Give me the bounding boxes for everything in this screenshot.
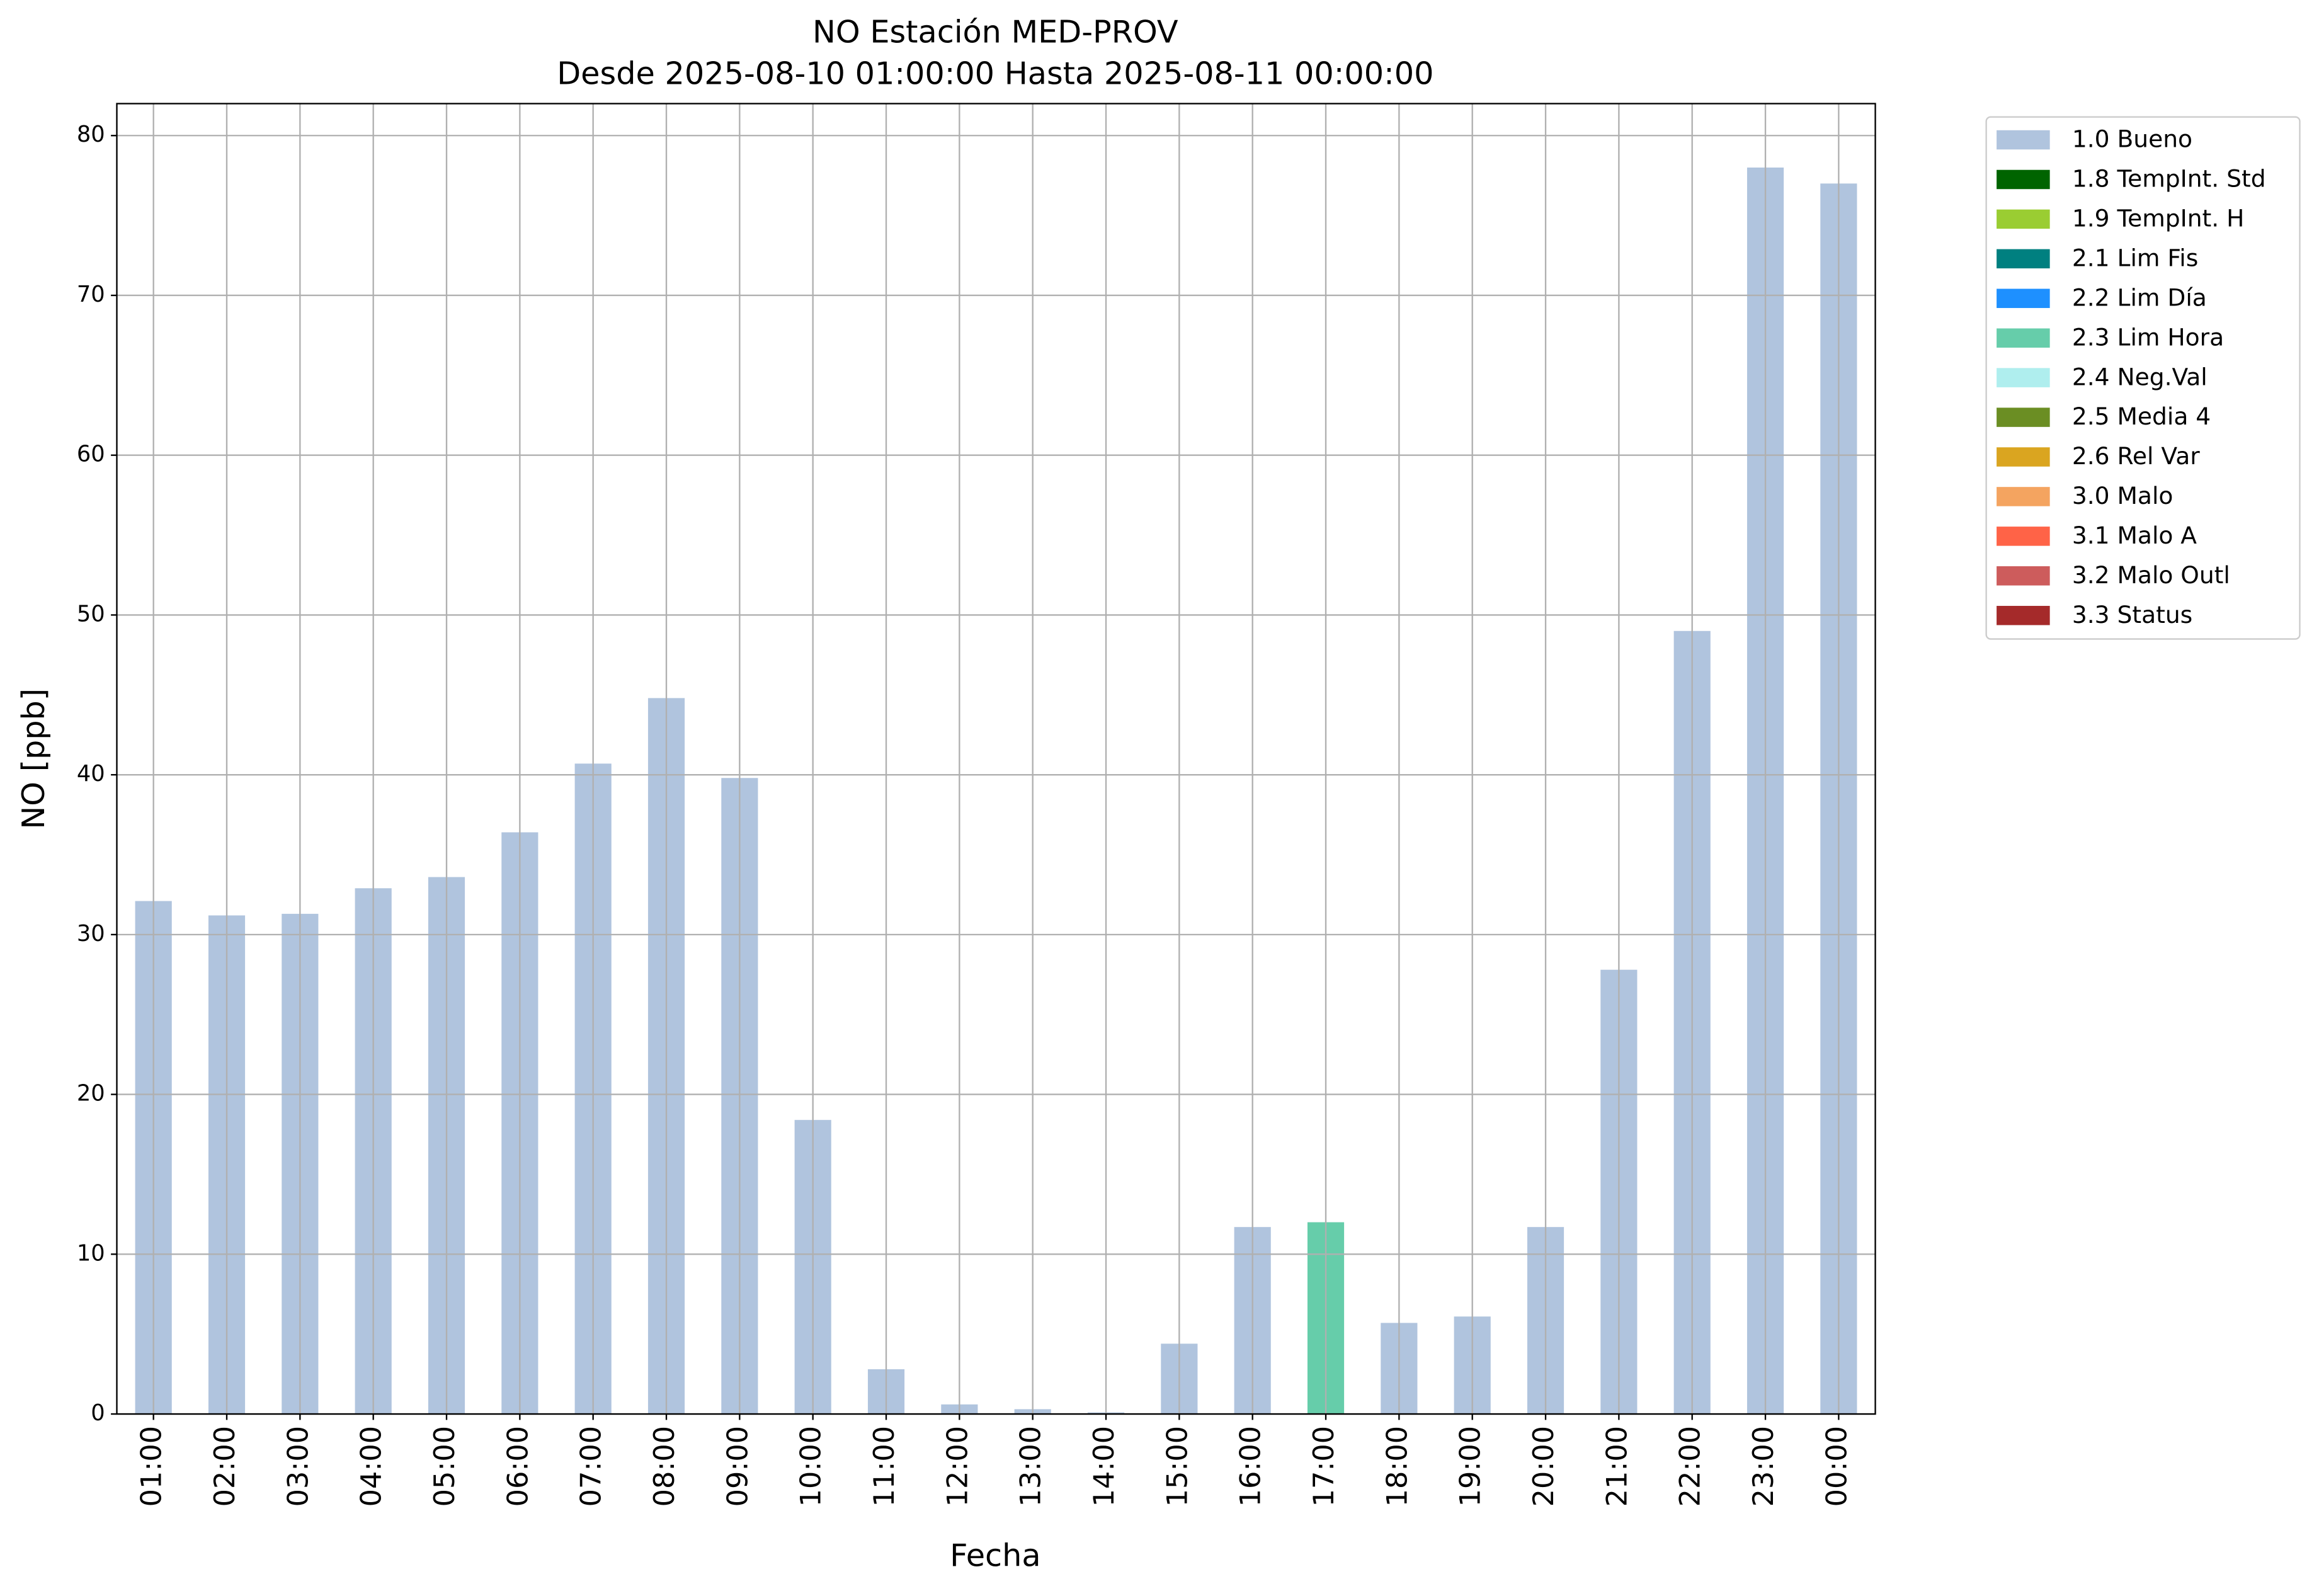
legend-label: 1.8 TempInt. Std (2072, 165, 2266, 193)
legend-swatch (1997, 130, 2050, 150)
chart-subtitle: Desde 2025-08-10 01:00:00 Hasta 2025-08-… (557, 55, 1433, 91)
legend-label: 2.6 Rel Var (2072, 442, 2200, 470)
x-tick-label: 00:00 (1820, 1426, 1853, 1507)
x-tick-label: 03:00 (282, 1426, 314, 1507)
legend-label: 3.0 Malo (2072, 482, 2174, 510)
legend-swatch (1997, 527, 2050, 546)
legend-swatch (1997, 328, 2050, 348)
x-tick-label: 15:00 (1161, 1426, 1194, 1507)
x-tick-label: 20:00 (1527, 1426, 1560, 1507)
legend-swatch (1997, 447, 2050, 467)
legend-label: 3.3 Status (2072, 601, 2192, 629)
x-tick-label: 01:00 (135, 1426, 168, 1507)
legend-label: 2.3 Lim Hora (2072, 323, 2224, 351)
x-tick-label: 02:00 (208, 1426, 241, 1507)
x-tick-label: 06:00 (501, 1426, 534, 1507)
legend-label: 3.2 Malo Outl (2072, 561, 2230, 589)
x-tick-label: 05:00 (428, 1426, 461, 1507)
legend-swatch (1997, 249, 2050, 269)
legend-swatch (1997, 209, 2050, 229)
x-tick-label: 23:00 (1747, 1426, 1780, 1507)
legend-swatch (1997, 169, 2050, 190)
y-tick-label: 40 (77, 761, 105, 787)
x-tick-label: 18:00 (1381, 1426, 1413, 1507)
y-tick-label: 0 (91, 1400, 105, 1426)
y-tick-label: 30 (77, 921, 105, 947)
x-tick-label: 12:00 (941, 1426, 974, 1507)
x-tick-label: 16:00 (1234, 1426, 1267, 1507)
legend-swatch (1997, 566, 2050, 586)
x-axis-label: Fecha (950, 1537, 1041, 1573)
legend-label: 1.9 TempInt. H (2072, 205, 2245, 232)
x-tick-label: 13:00 (1015, 1426, 1047, 1507)
legend-label: 2.4 Neg.Val (2072, 363, 2208, 390)
y-tick-label: 60 (77, 442, 105, 467)
legend-swatch (1997, 487, 2050, 506)
legend-box (1985, 116, 2301, 640)
legend-swatch (1997, 368, 2050, 387)
x-tick-label: 14:00 (1088, 1426, 1120, 1507)
plot-frame (116, 103, 1876, 1415)
legend-label: 2.5 Media 4 (2072, 402, 2211, 430)
y-tick-label: 80 (77, 122, 105, 147)
x-tick-label: 10:00 (795, 1426, 828, 1507)
legend-label: 2.2 Lim Día (2072, 283, 2207, 311)
y-axis-label: NO [ppb] (15, 688, 52, 829)
chart-title: NO Estación MED-PROV (812, 14, 1178, 50)
legend-swatch (1997, 605, 2050, 625)
y-tick-label: 20 (77, 1081, 105, 1107)
y-tick-label: 10 (77, 1240, 105, 1266)
legend-swatch (1997, 288, 2050, 309)
x-tick-label: 17:00 (1308, 1426, 1340, 1507)
x-tick-label: 21:00 (1600, 1426, 1633, 1507)
x-tick-label: 09:00 (721, 1426, 754, 1507)
legend-label: 2.1 Lim Fis (2072, 244, 2198, 272)
x-tick-label: 19:00 (1454, 1426, 1487, 1507)
legend-label: 1.0 Bueno (2072, 125, 2192, 153)
y-tick-label: 70 (77, 282, 105, 307)
x-tick-label: 04:00 (355, 1426, 388, 1507)
x-tick-label: 22:00 (1674, 1426, 1707, 1507)
x-tick-label: 11:00 (868, 1426, 901, 1507)
legend-swatch (1997, 408, 2050, 427)
legend-label: 3.1 Malo A (2072, 522, 2197, 549)
x-tick-label: 08:00 (648, 1426, 681, 1507)
x-tick-label: 07:00 (575, 1426, 608, 1507)
y-tick-label: 50 (77, 601, 105, 627)
